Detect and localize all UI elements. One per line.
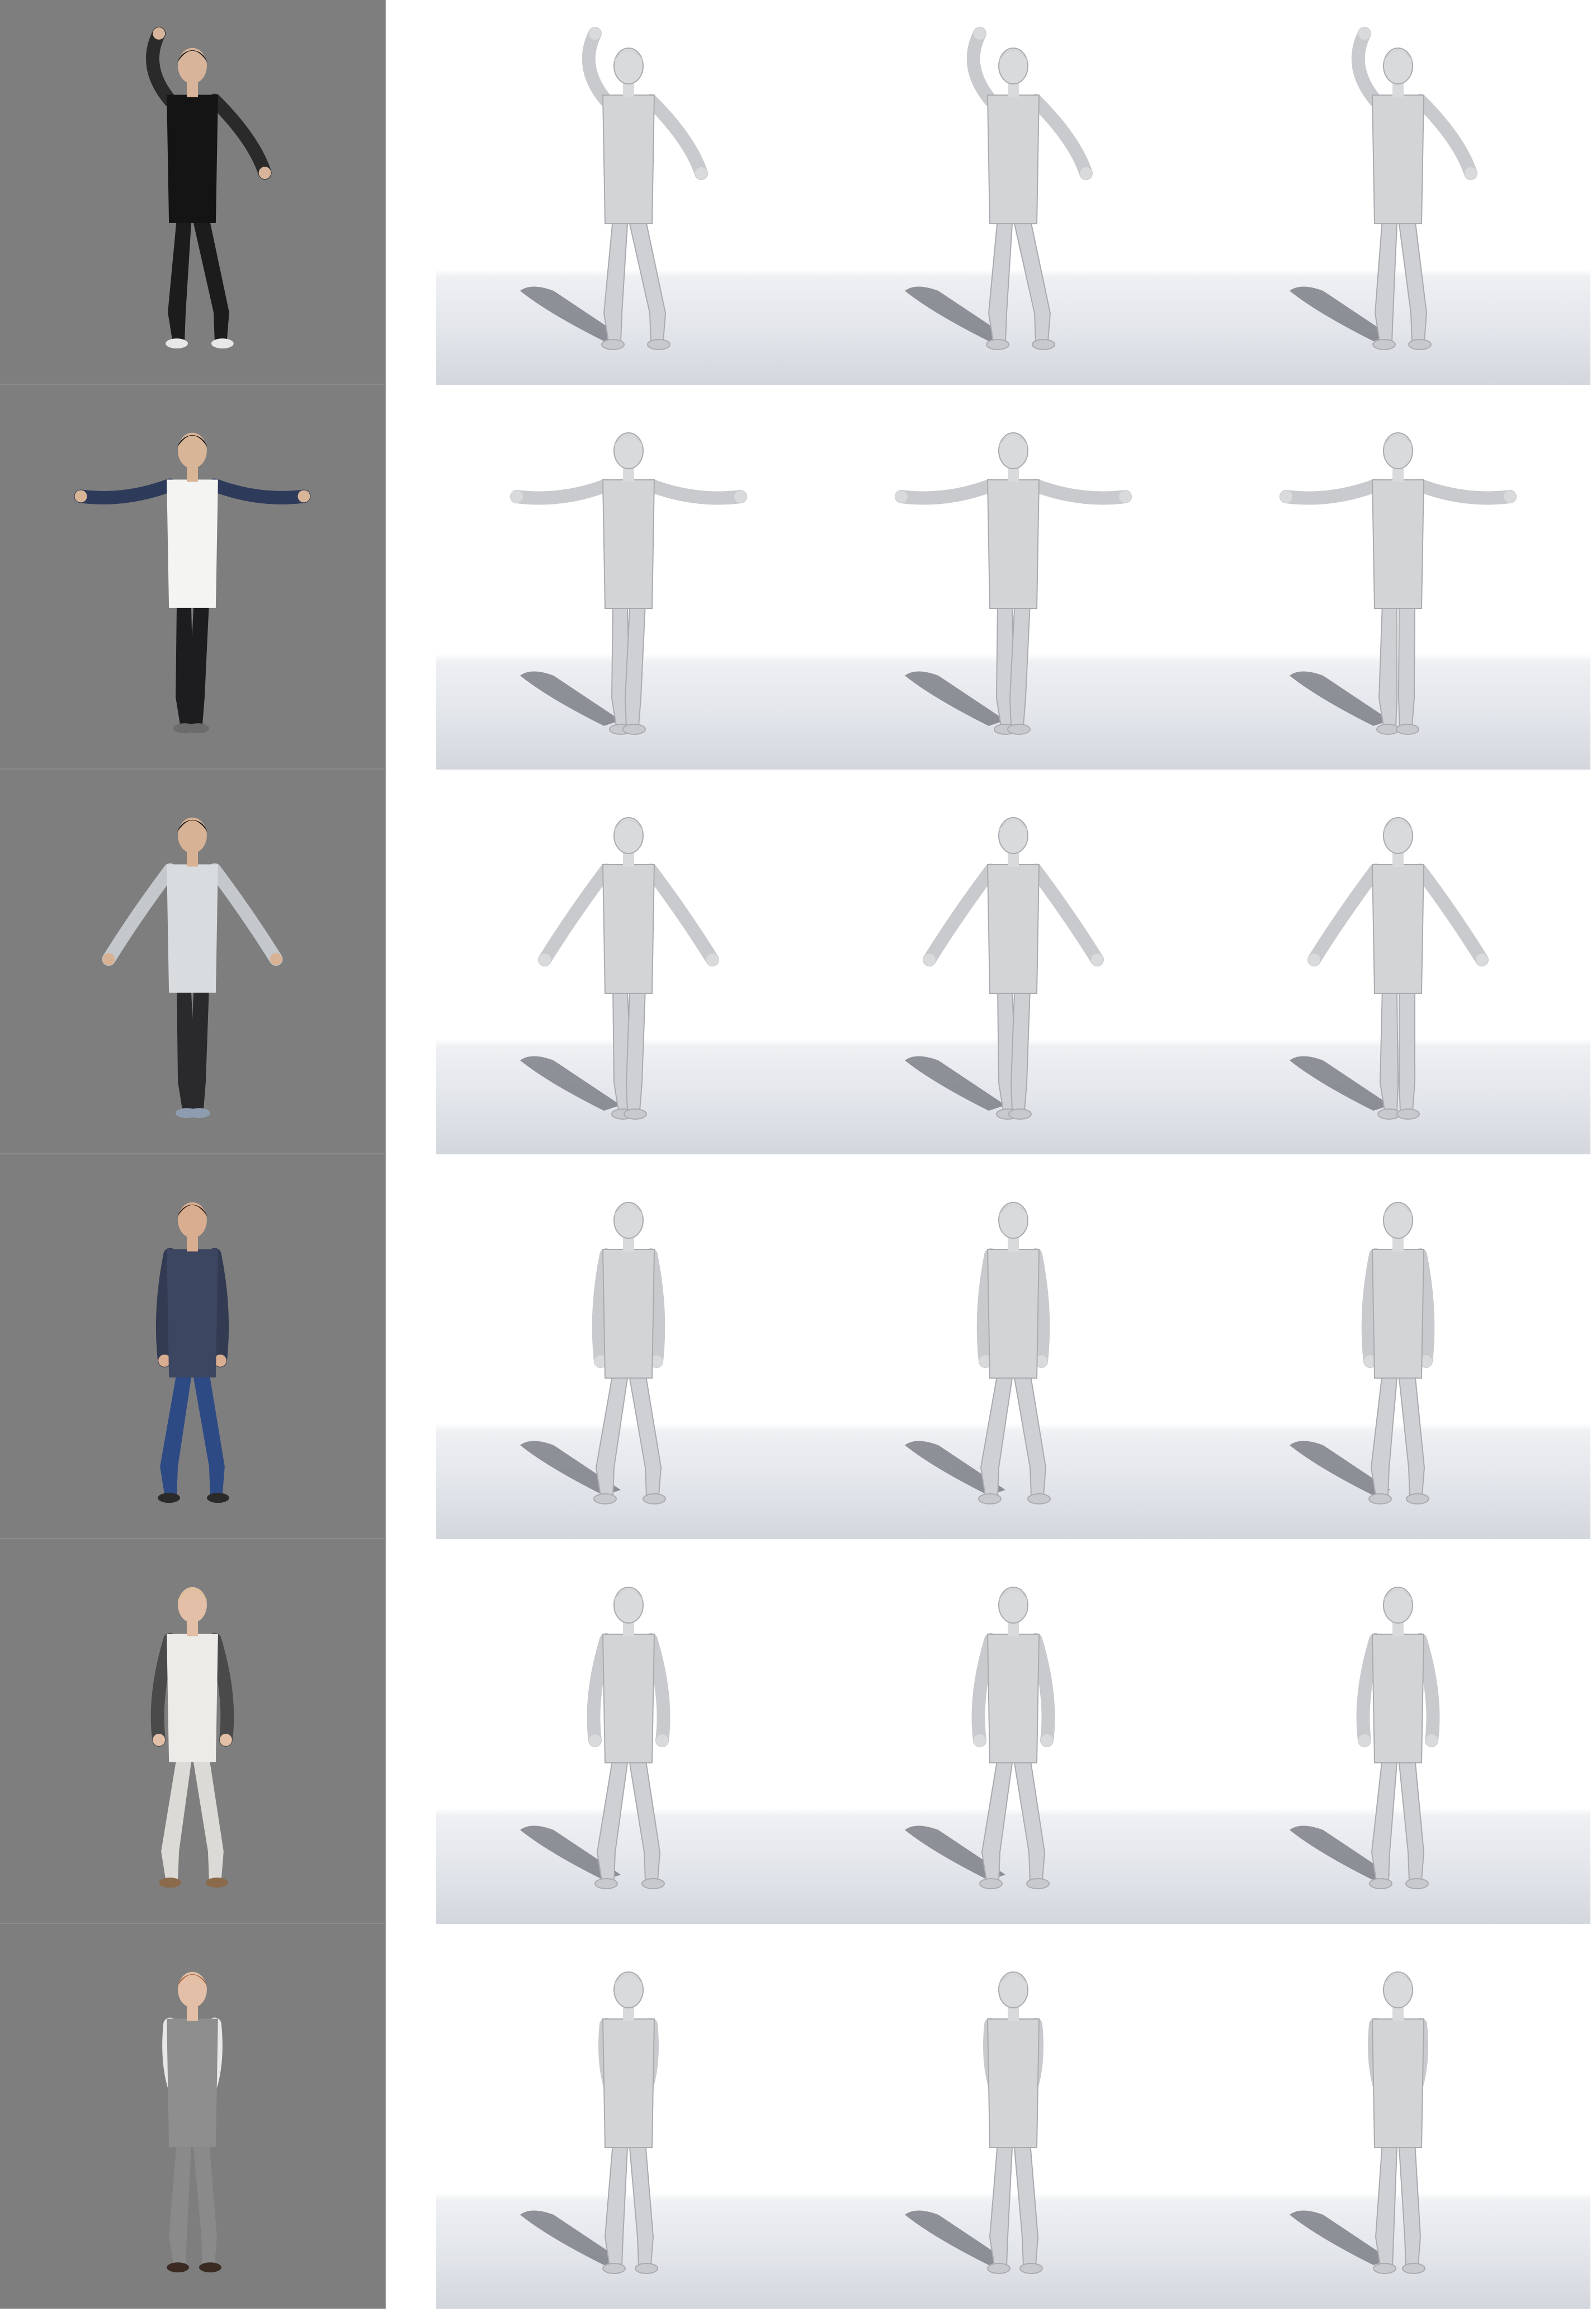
mesh-render bbox=[905, 1971, 1043, 2274]
person-photo bbox=[146, 26, 272, 349]
figure-row bbox=[0, 770, 1596, 1154]
mesh-render bbox=[520, 27, 708, 350]
mesh-render-view-2 bbox=[821, 385, 1206, 770]
input-photo bbox=[0, 385, 386, 770]
mesh-render bbox=[520, 1971, 659, 2274]
mesh-render-view-1 bbox=[436, 385, 821, 770]
mesh-render-view-1 bbox=[436, 0, 821, 385]
mesh-render bbox=[1279, 432, 1517, 735]
mesh-render-view-2 bbox=[821, 1154, 1206, 1539]
figure-row bbox=[0, 1924, 1596, 2309]
person-photo bbox=[155, 1202, 229, 1503]
mesh-render-view-2 bbox=[821, 1539, 1206, 1924]
figure-row bbox=[0, 385, 1596, 770]
mesh-render-view-3 bbox=[1206, 1539, 1590, 1924]
person-photo bbox=[150, 1587, 234, 1888]
mesh-render bbox=[1290, 27, 1477, 350]
mesh-render bbox=[1290, 1202, 1435, 1504]
mesh-render bbox=[905, 1202, 1051, 1504]
mesh-render bbox=[520, 1587, 670, 1889]
mesh-render bbox=[905, 27, 1093, 350]
mesh-render bbox=[1290, 1971, 1428, 2274]
figure-row bbox=[0, 1154, 1596, 1539]
mesh-render bbox=[520, 817, 719, 1120]
mesh-render bbox=[905, 817, 1104, 1120]
figure-row bbox=[0, 1539, 1596, 1924]
mesh-render-view-1 bbox=[436, 770, 821, 1154]
mesh-render-view-3 bbox=[1206, 1924, 1590, 2309]
person-photo bbox=[74, 432, 311, 734]
person-photo bbox=[162, 1971, 223, 2273]
mesh-render bbox=[895, 432, 1132, 735]
mesh-render-view-2 bbox=[821, 770, 1206, 1154]
figure-row bbox=[0, 0, 1596, 385]
mesh-render-view-1 bbox=[436, 1539, 821, 1924]
input-photo bbox=[0, 0, 386, 385]
mesh-render bbox=[520, 1202, 666, 1504]
mesh-render-view-2 bbox=[821, 1924, 1206, 2309]
input-photo bbox=[0, 1924, 386, 2309]
mesh-render-view-3 bbox=[1206, 770, 1590, 1154]
mesh-render bbox=[510, 432, 747, 735]
mesh-render-view-3 bbox=[1206, 0, 1590, 385]
person-photo bbox=[102, 817, 283, 1119]
mesh-render-view-1 bbox=[436, 1924, 821, 2309]
input-photo bbox=[0, 1154, 386, 1539]
input-photo bbox=[0, 770, 386, 1154]
mesh-render bbox=[1290, 817, 1489, 1120]
mesh-render-view-2 bbox=[821, 0, 1206, 385]
mesh-render bbox=[905, 1587, 1055, 1889]
mesh-render-view-3 bbox=[1206, 1154, 1590, 1539]
mesh-render-view-3 bbox=[1206, 385, 1590, 770]
mesh-render-view-1 bbox=[436, 1154, 821, 1539]
mesh-render bbox=[1290, 1587, 1440, 1889]
input-photo bbox=[0, 1539, 386, 1924]
